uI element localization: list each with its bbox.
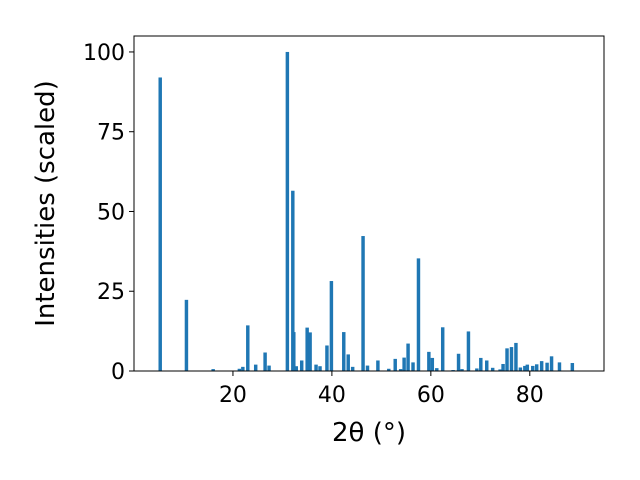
bar <box>361 236 365 371</box>
bar <box>184 299 189 371</box>
bar <box>435 368 439 371</box>
bar <box>387 368 391 371</box>
bar <box>329 281 334 371</box>
bar <box>490 367 495 371</box>
bar <box>427 351 431 371</box>
bar <box>398 369 403 371</box>
bar <box>308 332 312 371</box>
bar <box>253 364 258 371</box>
bar <box>466 331 471 371</box>
bar <box>518 367 523 371</box>
bar <box>305 327 309 371</box>
bar <box>440 327 445 371</box>
bar <box>402 357 406 371</box>
bar <box>342 332 346 371</box>
bar <box>514 342 518 371</box>
bar <box>539 361 544 371</box>
x-tick-label: 20 <box>219 383 247 408</box>
y-tick-label: 100 <box>83 41 125 66</box>
bar <box>350 366 355 371</box>
bar <box>557 362 562 371</box>
bar <box>285 51 290 371</box>
bar <box>325 345 329 371</box>
bar <box>314 364 318 371</box>
bar <box>211 369 215 371</box>
bar <box>456 353 461 371</box>
bar <box>246 325 250 371</box>
y-tick-label: 25 <box>97 280 125 305</box>
x-axis-label: 2θ (°) <box>332 418 406 448</box>
bars <box>158 51 575 371</box>
bar <box>241 366 245 371</box>
bar <box>509 347 514 371</box>
bar <box>406 343 410 371</box>
bar <box>416 258 421 371</box>
x-tick-label: 40 <box>318 383 346 408</box>
bar <box>393 358 397 371</box>
plot-frame <box>133 35 605 372</box>
y-axis-label: Intensities (scaled) <box>31 80 61 327</box>
y-axis: 0 25 50 75 100 <box>83 41 134 385</box>
bar <box>523 365 527 371</box>
bar <box>549 356 554 371</box>
bar <box>376 360 380 371</box>
bar <box>485 360 489 371</box>
y-tick-label: 50 <box>97 200 125 225</box>
x-tick-label: 60 <box>417 383 445 408</box>
y-tick-label: 75 <box>97 121 125 146</box>
bar <box>545 362 549 371</box>
y-tick-label: 0 <box>111 360 125 385</box>
bar <box>475 368 479 371</box>
bar <box>498 369 502 371</box>
bar <box>291 190 295 371</box>
bar <box>158 77 162 371</box>
bar <box>479 357 483 371</box>
bar <box>318 366 322 371</box>
bar <box>365 365 370 371</box>
bar <box>294 366 298 371</box>
bar <box>292 332 296 371</box>
bar <box>501 363 505 371</box>
bar <box>505 348 509 371</box>
bar <box>263 352 267 371</box>
bar <box>531 365 535 371</box>
bar <box>534 364 539 371</box>
bar <box>267 365 271 371</box>
bar <box>411 362 415 371</box>
bar <box>346 354 350 371</box>
x-tick-label: 80 <box>516 383 544 408</box>
bar <box>299 360 304 371</box>
bar <box>430 357 435 371</box>
bar <box>570 363 575 371</box>
bar <box>525 364 530 371</box>
x-axis: 20 40 60 80 <box>219 371 544 408</box>
bar <box>460 369 464 371</box>
bar <box>237 368 242 371</box>
